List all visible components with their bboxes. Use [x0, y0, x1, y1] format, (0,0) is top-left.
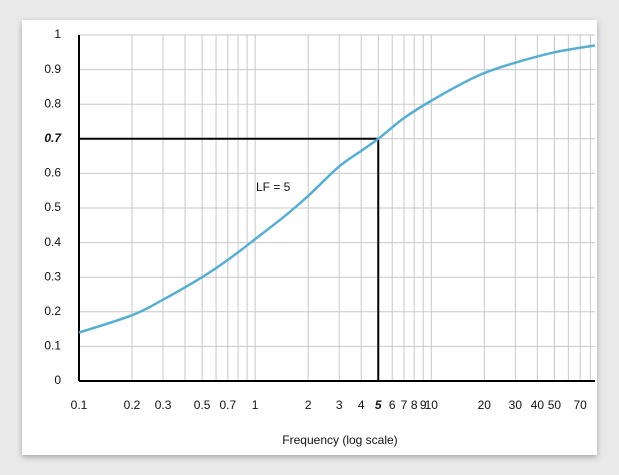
y-tick-label: 0.2 — [44, 304, 61, 318]
y-tick-label: 0.4 — [44, 235, 61, 249]
y-tick-label: 0.6 — [44, 166, 61, 180]
annotation: LF = 5 — [256, 180, 291, 194]
curve — [78, 44, 596, 334]
x-tick-label: 4 — [358, 398, 365, 412]
x-tick-label: 0.5 — [194, 398, 211, 412]
x-tick-label: 7 — [401, 398, 408, 412]
x-tick-label: 50 — [548, 398, 562, 412]
x-tick-label: 10 — [425, 398, 439, 412]
x-tick-label: 20 — [478, 398, 492, 412]
x-tick-label: 0.2 — [124, 398, 141, 412]
x-tick-label: 6 — [389, 398, 396, 412]
y-tick-label: 1 — [54, 27, 61, 41]
x-tick-label: 40 — [531, 398, 545, 412]
y-tick-label: 0.9 — [44, 62, 61, 76]
x-tick-label: 5 — [375, 398, 382, 412]
card — [22, 20, 597, 455]
y-tick-label: 0.7 — [44, 131, 62, 145]
x-tick-label: 8 — [411, 398, 418, 412]
x-tick-label: 0.1 — [71, 398, 88, 412]
x-tick-label: 3 — [336, 398, 343, 412]
x-tick-label: 0.7 — [220, 398, 237, 412]
x-tick-label: 1 — [252, 398, 259, 412]
x-tick-label: 30 — [509, 398, 523, 412]
y-tick-label: 0.8 — [44, 96, 61, 110]
x-tick-label: 70 — [573, 398, 587, 412]
x-tick-label: 0.3 — [155, 398, 172, 412]
y-tick-label: 0.5 — [44, 200, 61, 214]
y-tick-label: 0 — [54, 373, 61, 387]
x-tick-label: 2 — [305, 398, 312, 412]
y-tick-label: 0.3 — [44, 269, 61, 283]
x-axis-label: Frequency (log scale) — [282, 433, 397, 447]
y-tick-label: 0.1 — [44, 339, 61, 353]
x-tick-label: 9 — [420, 398, 427, 412]
